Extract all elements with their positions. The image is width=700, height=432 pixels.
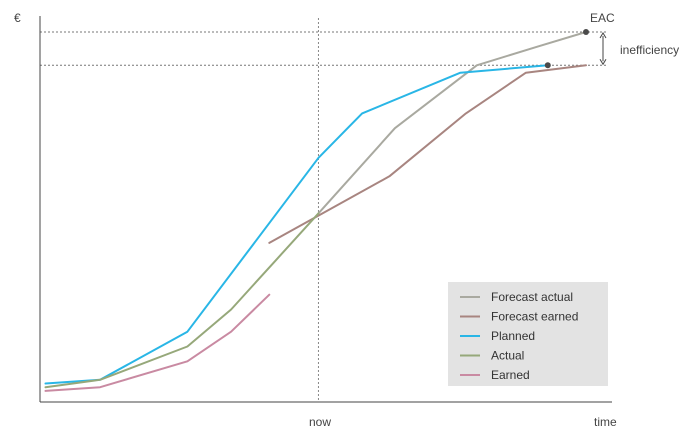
eac-label: EAC (590, 11, 615, 25)
series-line-actual (44, 212, 320, 389)
legend-label-forecast-actual: Forecast actual (491, 290, 573, 304)
legend-box (448, 282, 608, 386)
series-line-forecast-earned (268, 64, 587, 244)
series-line-earned (44, 293, 271, 392)
now-label: now (309, 415, 331, 429)
x-axis-label: time (594, 415, 617, 429)
legend-label-earned: Earned (491, 368, 530, 382)
series-line-forecast-actual (317, 31, 587, 215)
inefficiency-arrow-bottom (599, 59, 607, 66)
inefficiency-label: inefficiency (620, 43, 679, 57)
legend-label-planned: Planned (491, 329, 535, 343)
eac-marker (583, 29, 589, 35)
y-axis-label: € (14, 11, 21, 25)
inefficiency-arrow-top (599, 32, 607, 39)
legend-label-forecast-earned: Forecast earned (491, 310, 578, 324)
legend-label-actual: Actual (491, 349, 524, 363)
planned-end-marker (544, 62, 551, 69)
